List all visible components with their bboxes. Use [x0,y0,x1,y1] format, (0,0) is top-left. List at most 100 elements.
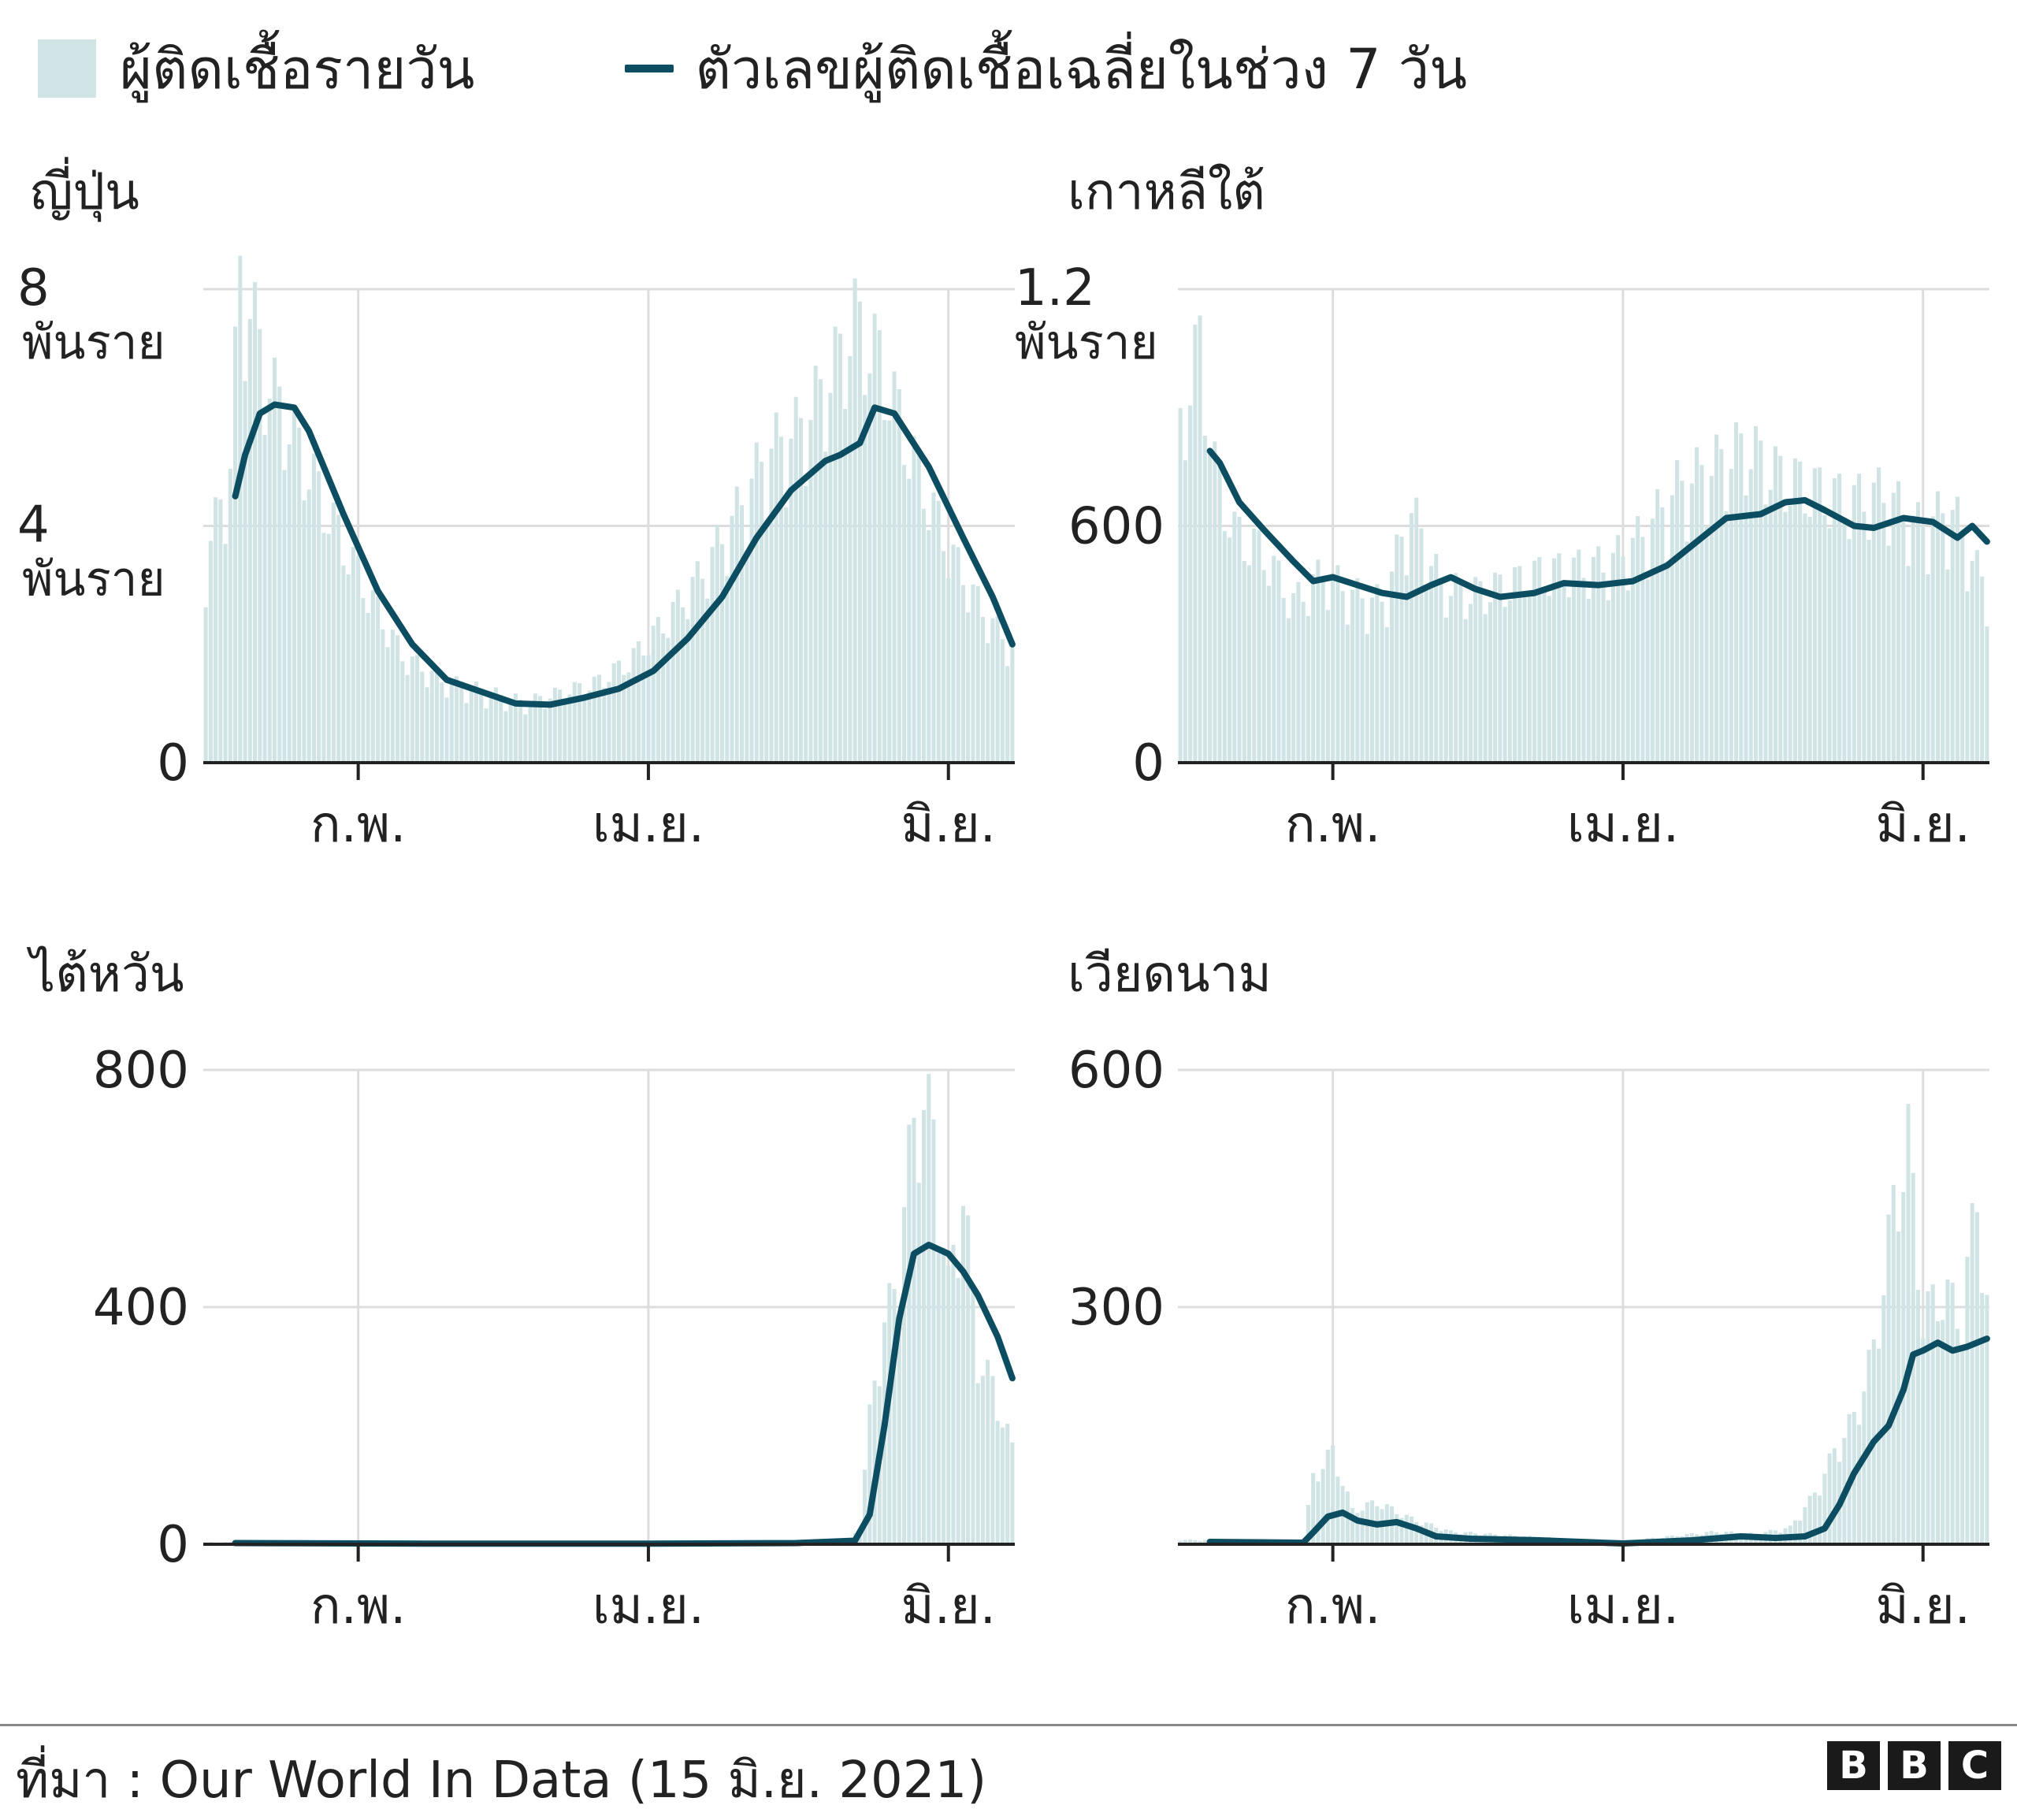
daily-bar [596,674,602,763]
daily-bar [902,465,907,763]
daily-bar [1803,513,1807,763]
daily-bar [1193,325,1198,763]
daily-bar [1670,495,1674,763]
daily-bar [966,612,971,763]
daily-bar [1650,518,1655,763]
daily-bar [1513,566,1517,763]
daily-bar [1891,1184,1896,1544]
daily-bar [1000,639,1005,763]
daily-bar [381,629,385,763]
x-tick-label: เม.ย. [1567,1577,1679,1636]
legend-daily: ผู้ติดเชื้อรายวัน [38,25,475,113]
daily-bar [1985,1294,1989,1544]
daily-bar [218,499,223,763]
footer-divider [0,1724,2017,1726]
daily-bar [912,436,916,763]
daily-bar [1257,530,1261,763]
daily-bar [1246,565,1252,763]
daily-bar [887,1283,892,1544]
daily-bar [1325,610,1330,763]
daily-bar [1822,515,1827,763]
daily-bar [1202,1540,1207,1544]
daily-bar [931,1119,936,1544]
daily-bar [1896,481,1901,763]
y-tick-label: 0 [157,1516,189,1574]
daily-bar [980,616,985,763]
daily-bar [370,589,375,763]
daily-bar [1610,552,1615,763]
daily-bar [1340,591,1345,763]
daily-bar [1552,558,1557,763]
daily-bar [1877,467,1881,763]
x-tick-label: ก.พ. [310,1577,407,1636]
daily-bar [1193,1540,1198,1544]
daily-bar [1571,557,1577,763]
daily-bar [872,1380,877,1544]
daily-bar [1640,537,1645,763]
daily-bar [897,1315,901,1544]
daily-bar [990,1376,995,1544]
daily-bar [1306,1505,1310,1544]
daily-bar [754,442,759,763]
daily-bar [1010,1442,1015,1544]
daily-bar [1434,553,1439,763]
daily-bar [971,584,975,763]
daily-bar [690,577,695,763]
daily-bar [1877,1348,1881,1544]
daily-bar [1935,1320,1940,1544]
daily-bar [203,607,208,763]
daily-bar [1178,1540,1183,1544]
daily-bar [1714,434,1719,763]
daily-bar [1665,561,1670,763]
daily-bar [214,497,218,763]
daily-bar [1792,1520,1797,1544]
daily-bar [872,314,877,763]
daily-bar [863,1469,867,1544]
daily-bar [730,515,734,763]
daily-bar [927,1074,931,1544]
daily-bar [1503,607,1507,763]
daily-bar [351,547,355,763]
daily-bar [1399,1517,1404,1544]
daily-bar [1759,440,1763,763]
daily-bar [897,388,901,763]
daily-bar [1974,1212,1979,1544]
daily-bar [838,333,842,763]
daily-bar [867,1404,872,1544]
daily-bar [415,655,420,763]
daily-bar [538,696,543,763]
daily-bar [720,544,725,763]
daily-bar [1886,1214,1891,1544]
daily-bar [1748,469,1753,763]
daily-bar [912,1117,916,1544]
daily-bar [1970,560,1974,763]
daily-bar [1345,624,1350,763]
daily-bar [1380,601,1384,763]
daily-bar [1188,405,1193,763]
daily-bar [946,578,951,763]
daily-bar [1458,582,1463,763]
daily-bar [1974,550,1979,763]
daily-bar [995,616,1000,763]
daily-bar [1483,614,1488,763]
y-tick-label: 600 [1068,1042,1165,1100]
daily-bar [1704,526,1709,763]
daily-bar [306,489,311,763]
daily-bar [1965,591,1970,763]
daily-bar [1601,572,1606,763]
daily-bar [1321,580,1325,763]
daily-bar [1311,574,1316,763]
daily-bar [1252,528,1257,763]
daily-bar [808,419,813,763]
daily-bar [1881,1294,1886,1544]
daily-bar [552,687,557,763]
daily-bar [341,565,346,763]
daily-bar [661,633,666,763]
daily-bar [578,683,582,763]
daily-bar [1409,1516,1414,1544]
daily-bar [1803,1507,1807,1544]
daily-bar [936,500,941,763]
daily-bar [1316,559,1321,763]
daily-bar [1906,566,1911,763]
daily-bar [1675,459,1680,763]
